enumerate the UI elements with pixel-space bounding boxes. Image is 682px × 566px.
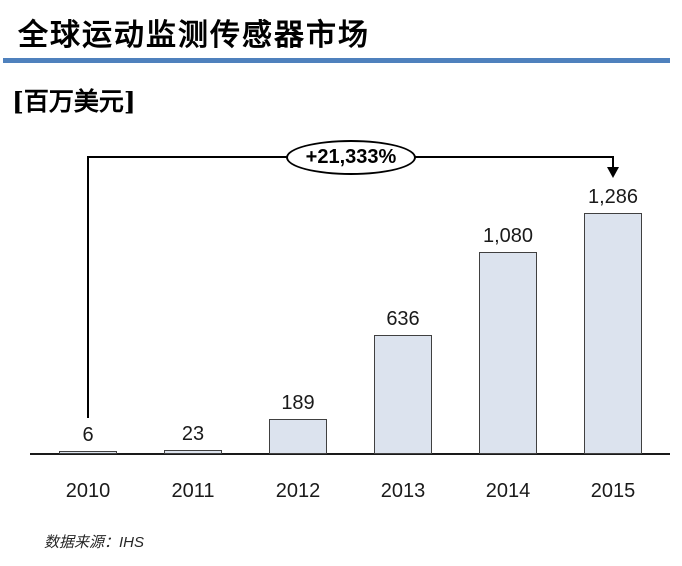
- axis-label-2014: 2014: [485, 480, 531, 502]
- axis-label-2013: 2013: [380, 480, 426, 502]
- growth-percentage-badge: +21,333%: [286, 140, 416, 175]
- annotation-arrow-left-segment: [87, 156, 89, 418]
- bar-2013: [374, 335, 432, 454]
- axis-label-2011: 2011: [171, 480, 215, 502]
- axis-label-2015: 2015: [590, 480, 636, 502]
- value-label-2013: 636: [386, 308, 420, 330]
- bar-2014: [479, 252, 537, 454]
- x-axis-line: [30, 453, 670, 455]
- data-source-note: 数据来源：IHS: [44, 534, 145, 551]
- annotation-arrowhead-icon: [607, 167, 619, 178]
- bar-2011: [164, 450, 222, 454]
- bar-2015: [584, 213, 642, 454]
- bar-2010: [59, 451, 117, 454]
- annotation-arrow-right-segment: [612, 156, 614, 168]
- page-title: 全球运动监测传感器市场: [18, 18, 370, 53]
- value-label-2014: 1,080: [482, 225, 534, 247]
- bar-2012: [269, 419, 327, 454]
- axis-label-2010: 2010: [65, 480, 111, 502]
- axis-label-2012: 2012: [275, 480, 321, 502]
- value-label-2010: 6: [82, 424, 94, 446]
- value-label-2015: 1,286: [587, 186, 639, 208]
- value-label-2012: 189: [281, 392, 315, 414]
- unit-label: [百万美元]: [12, 87, 136, 116]
- title-divider-line: [3, 58, 670, 63]
- value-label-2011: 23: [181, 423, 205, 445]
